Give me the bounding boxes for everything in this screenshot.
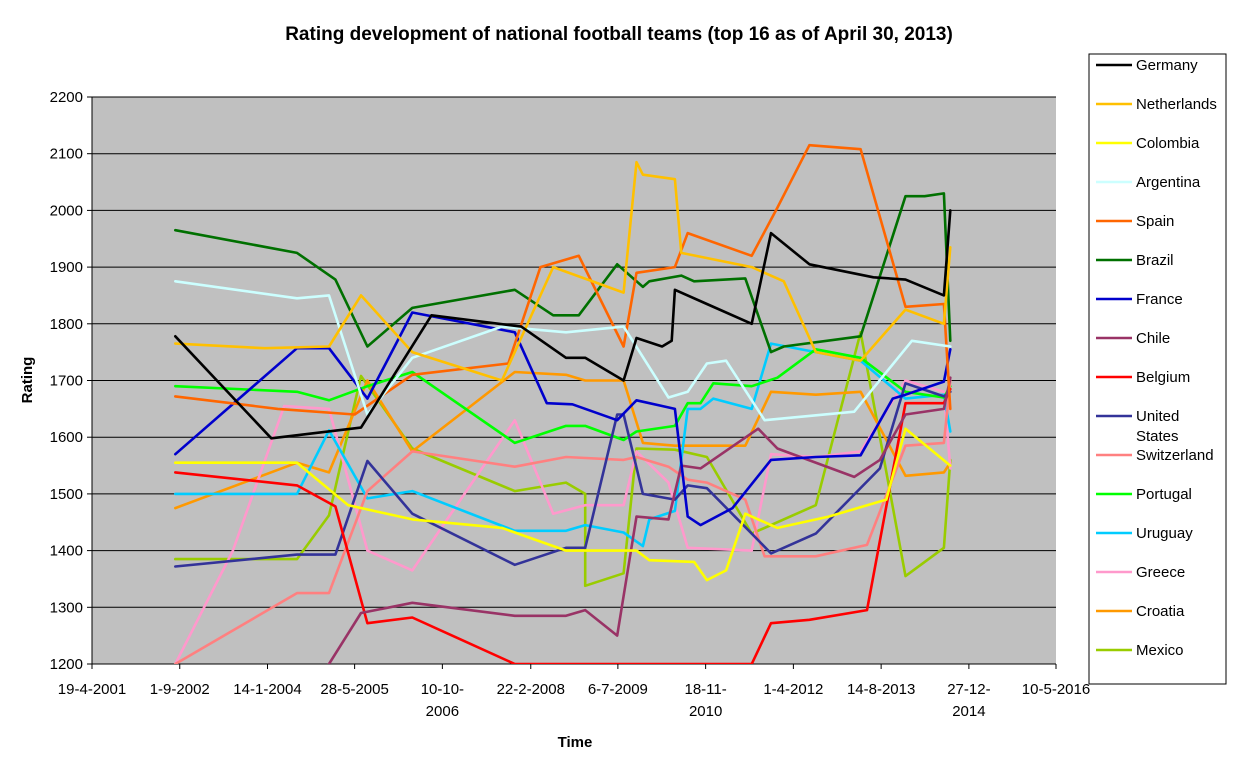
series-line-united-states (174, 381, 952, 568)
series-line-argentina (174, 279, 952, 422)
x-tick-label: 28-5-2005 (320, 681, 388, 698)
series-line-brazil (174, 192, 952, 354)
legend-label: Mexico (1136, 642, 1184, 659)
x-tick-label: 19-4-2001 (58, 681, 126, 698)
legend-label: Switzerland (1136, 447, 1214, 464)
legend-label: Portugal (1136, 486, 1192, 503)
series-line-netherlands (174, 160, 952, 382)
x-tick-label: 27-12-2014 (947, 681, 990, 720)
y-tick-label: 2000 (50, 202, 83, 219)
legend-label: Spain (1136, 213, 1174, 230)
legend-label: Brazil (1136, 252, 1174, 269)
x-tick-label: 22-2-2008 (497, 681, 565, 698)
legend-label: Argentina (1136, 174, 1201, 191)
y-tick-label: 1700 (50, 373, 83, 390)
series-line-belgium (174, 387, 952, 664)
series-line-chile (327, 376, 952, 664)
series-line-germany (174, 209, 952, 440)
series-line-portugal (174, 347, 952, 445)
x-tick-label: 6-7-2009 (588, 681, 648, 698)
x-tick-label: 10-10-2006 (421, 681, 464, 720)
x-tick-label: 1-9-2002 (150, 681, 210, 698)
chart-title: Rating development of national football … (285, 24, 953, 45)
y-tick-label: 1900 (50, 259, 83, 276)
y-tick-label: 1600 (50, 429, 83, 446)
series-line-spain (174, 143, 952, 416)
x-tick-label: 14-1-2004 (233, 681, 301, 698)
y-tick-label: 1200 (50, 656, 83, 673)
y-tick-label: 1500 (50, 486, 83, 503)
legend-label: Greece (1136, 564, 1185, 581)
legend-label: Netherlands (1136, 96, 1217, 113)
legend-label: Chile (1136, 330, 1170, 347)
y-tick-label: 1800 (50, 316, 83, 333)
legend-label: Uruguay (1136, 525, 1193, 542)
x-tick-label: 1-4-2012 (763, 681, 823, 698)
series-line-switzerland (174, 379, 952, 664)
legend-label: France (1136, 291, 1183, 308)
y-tick-label: 1400 (50, 543, 83, 560)
legend-label: Belgium (1136, 369, 1190, 386)
x-tick-label: 18-11-2010 (685, 681, 727, 720)
y-tick-label: 1300 (50, 599, 83, 616)
legend: Germany Netherlands Colombia Argentina Spain… (1096, 57, 1217, 659)
legend-box (1088, 53, 1227, 685)
axes: 1200 1300 1400 1500 1600 1700 1800 1900 2000 2100… (50, 89, 1091, 720)
y-tick-label: 2200 (50, 89, 83, 106)
legend-label: Germany (1136, 57, 1198, 74)
series-line-greece (174, 379, 952, 664)
legend-label: Croatia (1136, 603, 1185, 620)
series-lines (174, 143, 952, 664)
series-line-france (174, 311, 952, 527)
series-line-colombia (174, 427, 952, 582)
x-axis-label: Time (558, 734, 593, 751)
y-axis-label: Rating (19, 357, 36, 404)
y-tick-label: 2100 (50, 146, 83, 163)
x-tick-label: 14-8-2013 (847, 681, 915, 698)
legend-label: Colombia (1136, 135, 1200, 152)
series-line-croatia (174, 370, 952, 510)
x-tick-label: 10-5-2016 (1022, 681, 1090, 698)
legend-label: United States (1136, 408, 1179, 445)
